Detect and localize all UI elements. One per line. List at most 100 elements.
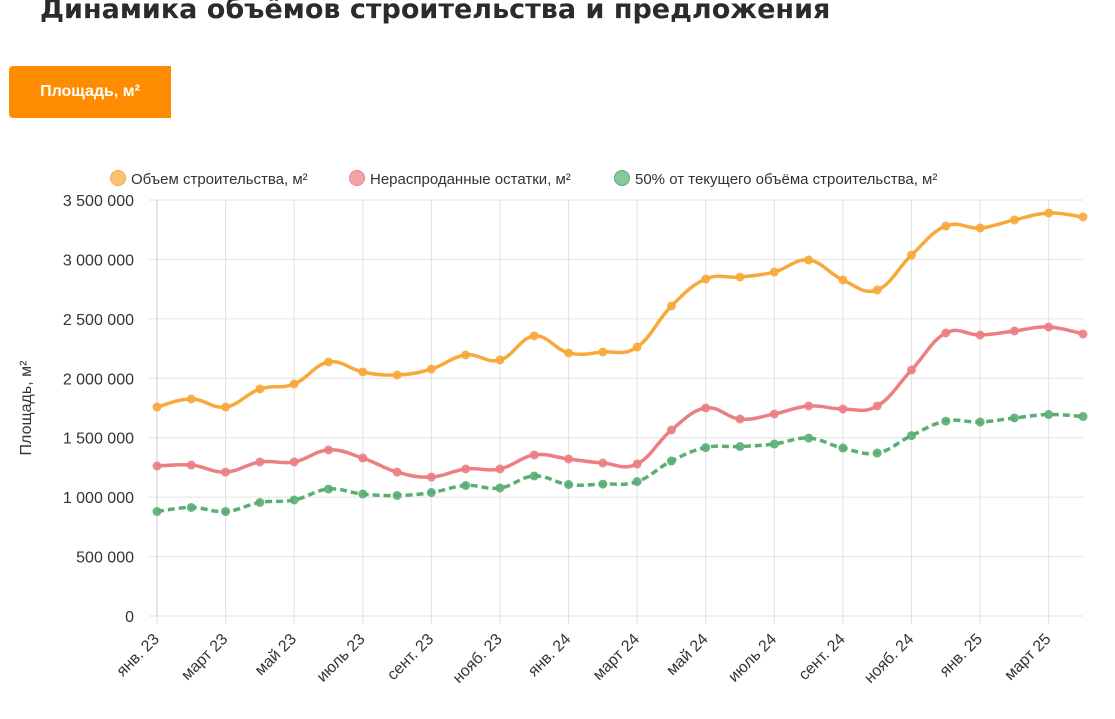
data-point-1 — [392, 467, 402, 477]
data-point-0 — [666, 301, 676, 311]
data-point-0 — [392, 370, 402, 380]
data-point-0 — [461, 350, 471, 360]
data-point-1 — [255, 457, 265, 467]
data-point-2 — [769, 439, 779, 449]
data-point-2 — [838, 443, 848, 453]
y-tick-label: 500 000 — [76, 550, 134, 567]
data-point-0 — [975, 223, 985, 233]
x-tick-label: нояб. 23 — [450, 631, 506, 687]
x-tick-label: янв. 23 — [114, 631, 163, 680]
data-point-2 — [426, 488, 436, 498]
y-tick-label: 3 500 000 — [63, 193, 134, 210]
data-point-2 — [186, 502, 196, 512]
data-point-0 — [941, 221, 951, 231]
data-point-1 — [769, 409, 779, 419]
y-tick-label: 2 500 000 — [63, 312, 134, 329]
data-point-0 — [701, 274, 711, 284]
legend-marker-1 — [349, 170, 365, 186]
data-point-2 — [804, 433, 814, 443]
legend-label: Нераспроданные остатки, м² — [370, 171, 571, 188]
data-point-0 — [495, 355, 505, 365]
data-point-2 — [701, 443, 711, 453]
x-tick-label: май 24 — [663, 631, 711, 679]
data-point-0 — [804, 255, 814, 265]
y-tick-label: 0 — [125, 609, 134, 626]
data-point-0 — [289, 379, 299, 389]
data-point-0 — [907, 250, 917, 260]
data-point-0 — [426, 364, 436, 374]
data-point-1 — [564, 454, 574, 464]
data-point-2 — [598, 479, 608, 489]
data-point-2 — [392, 490, 402, 500]
series-line-2 — [156, 412, 1084, 514]
y-axis-title: Площадь, м² — [18, 360, 35, 456]
data-point-2 — [1009, 413, 1019, 423]
data-point-2 — [495, 483, 505, 493]
data-point-2 — [152, 507, 162, 517]
data-point-2 — [872, 448, 882, 458]
data-point-1 — [804, 401, 814, 411]
data-point-1 — [529, 450, 539, 460]
x-tick-label: март 24 — [590, 631, 643, 684]
x-tick-label: нояб. 24 — [861, 631, 917, 687]
x-tick-label: июль 23 — [314, 631, 369, 686]
data-point-2 — [735, 442, 745, 452]
page-title: Динамика объёмов строительства и предлож… — [40, 0, 831, 25]
legend-marker-0 — [110, 170, 126, 186]
data-point-1 — [872, 401, 882, 411]
data-point-0 — [769, 267, 779, 277]
data-point-0 — [598, 347, 608, 357]
x-tick-label: март 23 — [178, 631, 231, 684]
data-point-1 — [838, 404, 848, 414]
tab-area[interactable]: Площадь, м² — [9, 66, 171, 118]
x-tick-label: янв. 24 — [525, 631, 574, 680]
data-point-1 — [1044, 322, 1054, 332]
x-tick-label: май 23 — [252, 631, 300, 679]
data-point-0 — [564, 348, 574, 358]
y-tick-label: 1 500 000 — [63, 431, 134, 448]
y-tick-label: 2 000 000 — [63, 371, 134, 388]
data-point-2 — [358, 489, 368, 499]
data-point-1 — [323, 445, 333, 455]
data-point-2 — [666, 456, 676, 466]
data-point-2 — [975, 417, 985, 427]
legend-marker-2 — [614, 170, 630, 186]
data-point-2 — [323, 484, 333, 494]
x-tick-label: янв. 25 — [937, 631, 986, 680]
data-point-1 — [221, 467, 231, 477]
data-point-0 — [221, 402, 231, 412]
data-point-0 — [735, 272, 745, 282]
data-point-1 — [426, 472, 436, 482]
x-tick-label: сент. 23 — [384, 631, 437, 684]
x-tick-label: сент. 24 — [796, 631, 849, 684]
data-point-2 — [255, 497, 265, 507]
data-point-1 — [461, 464, 471, 474]
data-point-1 — [975, 330, 985, 340]
data-point-0 — [323, 357, 333, 367]
data-point-0 — [255, 384, 265, 394]
data-point-0 — [632, 342, 642, 352]
series-line-1 — [156, 325, 1084, 479]
data-point-0 — [1044, 208, 1054, 218]
data-point-1 — [186, 460, 196, 470]
data-point-1 — [152, 461, 162, 471]
data-point-1 — [598, 458, 608, 468]
data-point-0 — [838, 275, 848, 285]
data-point-0 — [529, 331, 539, 341]
data-point-0 — [1078, 212, 1088, 222]
data-point-0 — [872, 285, 882, 295]
data-point-1 — [701, 403, 711, 413]
x-tick-label: июль 24 — [725, 631, 780, 686]
data-point-2 — [941, 416, 951, 426]
data-point-2 — [461, 480, 471, 490]
series-line-0 — [156, 211, 1084, 410]
data-point-2 — [907, 431, 917, 441]
data-point-1 — [1078, 329, 1088, 339]
data-point-2 — [529, 471, 539, 481]
legend-label: Объем строительства, м² — [131, 171, 308, 188]
data-point-2 — [632, 477, 642, 487]
data-point-1 — [907, 365, 917, 375]
data-point-1 — [666, 425, 676, 435]
data-point-1 — [735, 414, 745, 424]
